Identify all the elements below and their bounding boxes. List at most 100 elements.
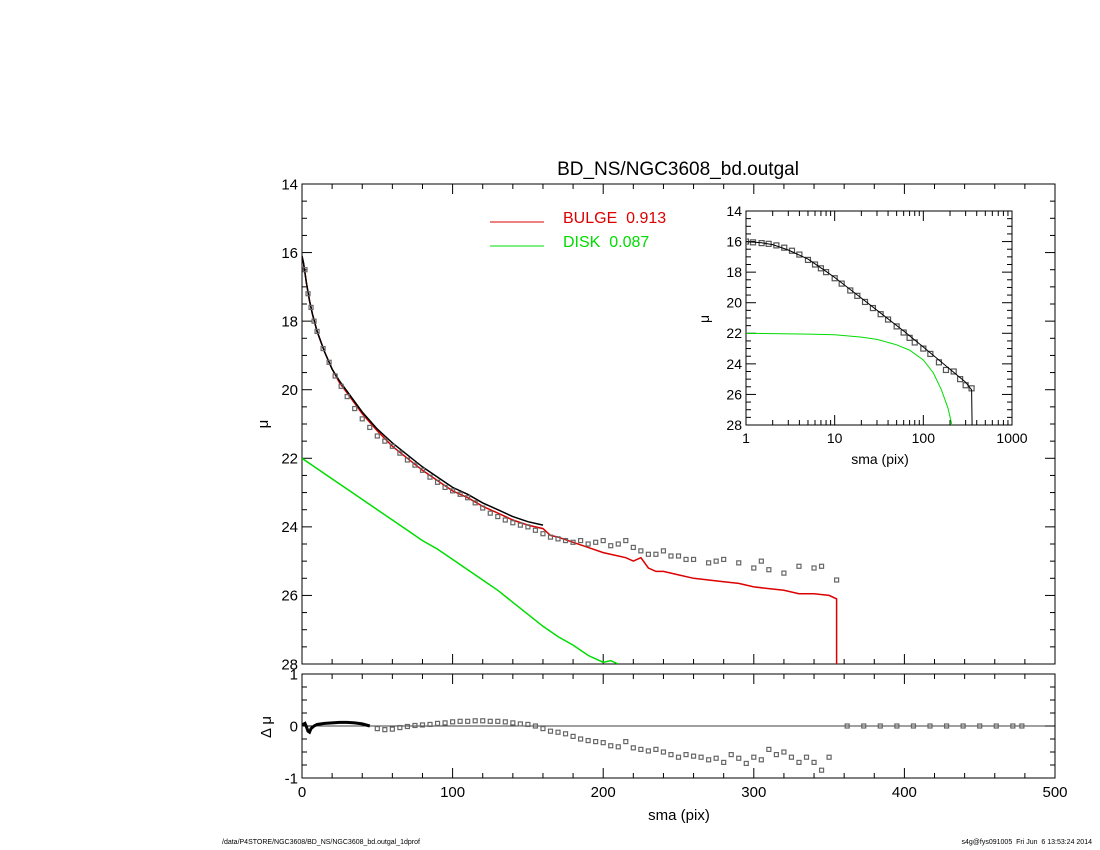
footer-path: /data/P4STORE/NGC3608/BD_NS/NGC3608_bd.o…	[222, 839, 420, 846]
y-tick-label: 20	[281, 382, 298, 399]
data-point	[570, 539, 576, 545]
x-tick-label: 100	[440, 784, 465, 801]
data-point	[758, 558, 764, 564]
data-point	[927, 723, 933, 729]
data-point	[397, 450, 403, 456]
plot-frame	[301, 183, 1056, 665]
data-point	[585, 737, 591, 744]
data-point	[382, 727, 388, 733]
y-tick-label: 24	[726, 356, 742, 372]
data-point	[844, 723, 850, 729]
data-point	[877, 311, 884, 318]
data-point	[831, 275, 838, 282]
data-point	[525, 721, 531, 728]
data-point	[320, 345, 326, 352]
data-point	[578, 736, 584, 742]
data-layer	[746, 238, 975, 425]
data-point	[570, 733, 576, 740]
data-point	[804, 256, 812, 264]
data-point	[728, 751, 734, 758]
data-point	[472, 500, 478, 506]
data-layer	[302, 255, 840, 664]
data-point	[803, 754, 810, 760]
data-point	[751, 565, 757, 571]
data-point	[540, 725, 546, 732]
data-point	[796, 759, 802, 766]
data-point	[645, 551, 651, 557]
data-point	[660, 749, 667, 755]
data-point	[525, 524, 531, 530]
data-point	[450, 488, 456, 494]
y-tick-label: 0	[290, 718, 298, 735]
data-point	[608, 743, 614, 749]
data-point	[736, 755, 742, 761]
data-point	[495, 718, 501, 724]
y-tick-label: 20	[726, 295, 742, 311]
data-point	[487, 510, 493, 516]
data-point	[374, 433, 380, 439]
data-point	[796, 251, 803, 258]
y-tick-label: 14	[726, 203, 742, 219]
data-point	[706, 757, 712, 763]
y-tick-label: 18	[726, 264, 742, 280]
x-tick-label: 100	[912, 430, 936, 446]
data-point	[326, 359, 332, 365]
data-point	[690, 556, 697, 563]
data-point	[344, 393, 350, 400]
total-model-line	[302, 255, 544, 526]
data-point	[338, 383, 344, 389]
data-point	[547, 534, 554, 540]
data-point	[817, 265, 825, 272]
legend-disk-label: DISK 0.087	[563, 234, 649, 251]
data-point	[419, 467, 426, 473]
data-point	[555, 729, 561, 735]
data-point	[495, 513, 501, 520]
data-point	[352, 405, 358, 412]
data-point	[517, 721, 523, 727]
data-point	[547, 728, 554, 734]
data-point	[305, 291, 311, 297]
data-point	[847, 287, 854, 294]
x-tick-label: 300	[741, 784, 766, 801]
inset-xlabel: sma (pix)	[851, 451, 909, 467]
data-point	[818, 563, 825, 569]
disk-line	[746, 332, 953, 425]
data-point	[927, 350, 934, 358]
y-tick-label: 16	[281, 245, 298, 262]
data-point	[608, 543, 614, 549]
data-point	[781, 749, 787, 755]
data-point	[911, 339, 918, 346]
data-point	[412, 722, 418, 729]
data-point	[389, 443, 395, 449]
data-point	[675, 754, 682, 760]
data-point	[615, 744, 621, 750]
data-point	[502, 719, 508, 725]
x-tick-label: 1000	[996, 430, 1027, 446]
data-point	[638, 746, 644, 753]
data-point	[480, 505, 486, 511]
data-point	[404, 723, 411, 730]
data-point	[796, 563, 802, 569]
data-point	[645, 748, 651, 754]
data-point	[653, 746, 659, 753]
data-point	[630, 745, 636, 751]
data-point	[555, 536, 561, 542]
data-point	[884, 316, 892, 323]
y-tick-label: 26	[281, 588, 298, 605]
data-point	[623, 738, 629, 745]
footer-timestamp: s4g@fys091005 Fri Jun 6 13:53:24 2014	[961, 839, 1092, 846]
y-tick-label: 18	[281, 313, 298, 330]
data-point	[465, 718, 471, 724]
data-point	[1019, 723, 1025, 729]
y-tick-label: 28	[281, 656, 298, 673]
data-point	[472, 718, 478, 724]
data-point	[510, 720, 516, 726]
data-point	[706, 560, 712, 566]
data-point	[766, 746, 772, 753]
data-point	[811, 759, 817, 766]
data-point	[389, 726, 395, 732]
data-point	[854, 292, 861, 299]
data-point	[668, 751, 674, 758]
data-point	[374, 725, 380, 732]
data-point	[683, 751, 689, 758]
